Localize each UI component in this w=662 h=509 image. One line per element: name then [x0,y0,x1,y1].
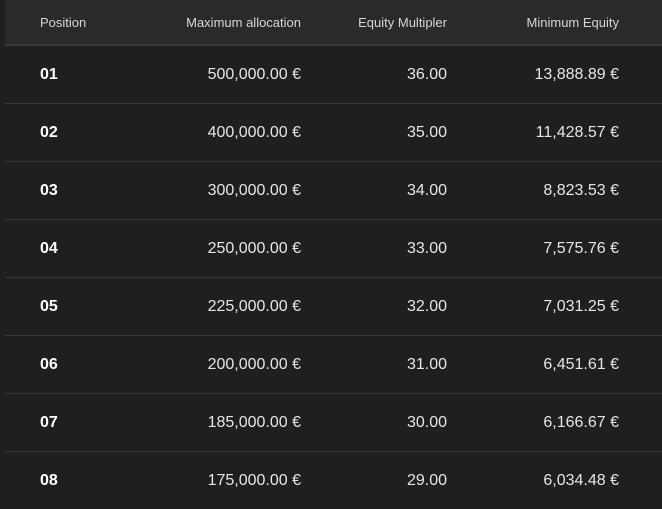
minimum-equity-cell: 11,428.57 € [535,123,619,141]
position-cell: 01 [40,65,58,83]
table-row: 03 300,000.00 € 34.00 8,823.53 € [5,161,662,219]
minimum-equity-cell: 7,031.25 € [543,297,619,315]
table-row: 07 185,000.00 € 30.00 6,166.67 € [5,393,662,451]
table-header-row: Position Maximum allocation Equity Multi… [5,0,662,45]
equity-multiplier-cell: 32.00 [406,297,447,315]
table-row: 05 225,000.00 € 32.00 7,031.25 € [5,277,662,335]
table-row: 08 175,000.00 € 29.00 6,034.48 € [5,451,662,509]
column-header-position: Position [40,14,87,30]
maximum-allocation-cell: 400,000.00 € [207,123,301,141]
maximum-allocation-cell: 175,000.00 € [207,471,301,489]
minimum-equity-cell: 8,823.53 € [543,181,619,199]
maximum-allocation-cell: 300,000.00 € [207,181,301,199]
equity-multiplier-cell: 30.00 [406,413,447,431]
column-header-equity-multiplier: Equity Multipler [358,14,447,30]
equity-multiplier-cell: 33.00 [406,239,447,257]
position-cell: 04 [40,239,58,257]
position-cell: 03 [40,181,58,199]
minimum-equity-cell: 6,034.48 € [543,471,619,489]
equity-multiplier-cell: 31.00 [406,355,447,373]
minimum-equity-cell: 13,888.89 € [534,65,619,83]
minimum-equity-cell: 6,451.61 € [543,355,619,373]
minimum-equity-cell: 7,575.76 € [543,239,619,257]
minimum-equity-cell: 6,166.67 € [543,413,619,431]
position-cell: 08 [40,471,58,489]
position-cell: 02 [40,123,58,141]
table-row: 04 250,000.00 € 33.00 7,575.76 € [5,219,662,277]
allocation-table: Position Maximum allocation Equity Multi… [5,0,662,509]
column-header-maximum-allocation: Maximum allocation [186,14,301,30]
position-cell: 05 [40,297,58,315]
table-row: 06 200,000.00 € 31.00 6,451.61 € [5,335,662,393]
maximum-allocation-cell: 250,000.00 € [207,239,301,257]
table-row: 02 400,000.00 € 35.00 11,428.57 € [5,103,662,161]
table-row: 01 500,000.00 € 36.00 13,888.89 € [5,45,662,103]
column-header-minimum-equity: Minimum Equity [526,14,619,30]
allocation-table-panel: Position Maximum allocation Equity Multi… [5,0,662,489]
equity-multiplier-cell: 34.00 [406,181,447,199]
position-cell: 06 [40,355,58,373]
equity-multiplier-cell: 29.00 [406,471,447,489]
maximum-allocation-cell: 500,000.00 € [207,65,301,83]
equity-multiplier-cell: 35.00 [406,123,447,141]
maximum-allocation-cell: 225,000.00 € [207,297,301,315]
maximum-allocation-cell: 185,000.00 € [207,413,301,431]
equity-multiplier-cell: 36.00 [406,65,447,83]
position-cell: 07 [40,413,58,431]
maximum-allocation-cell: 200,000.00 € [207,355,301,373]
